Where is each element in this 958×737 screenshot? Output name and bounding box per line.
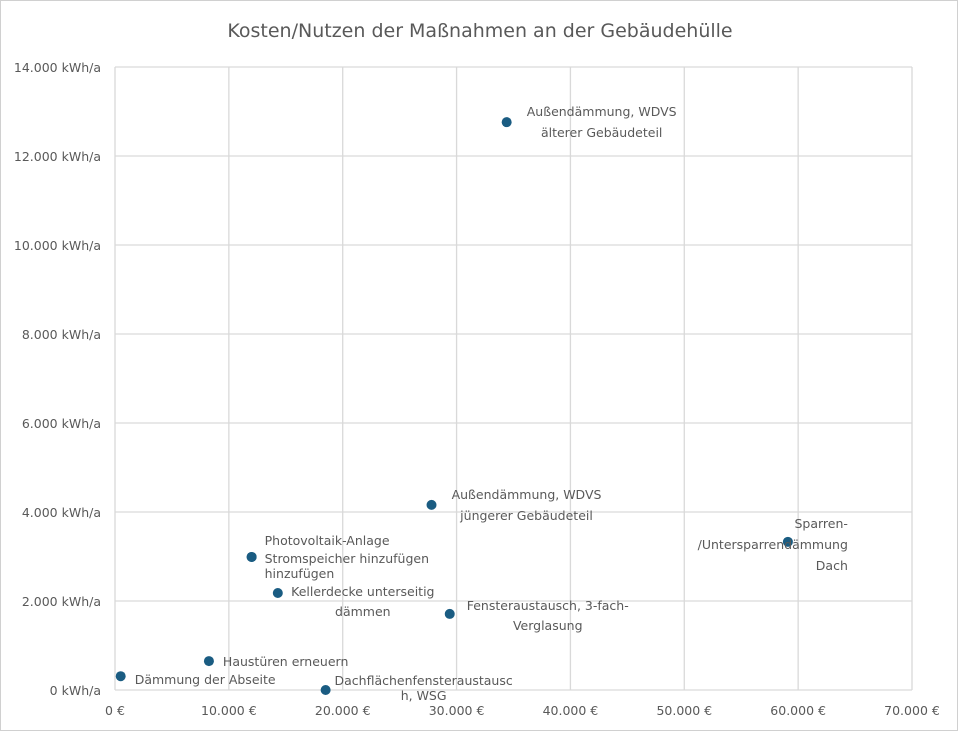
y-tick-label: 14.000 kWh/a bbox=[14, 60, 101, 75]
x-tick-label: 70.000 € bbox=[884, 703, 940, 718]
data-point: Haustüren erneuern bbox=[203, 654, 348, 669]
point-label: hinzufügen bbox=[265, 566, 335, 581]
chart-title: Kosten/Nutzen der Maßnahmen an der Gebäu… bbox=[227, 20, 732, 42]
data-point: Fensteraustausch, 3-fach- Verglasung bbox=[444, 598, 629, 633]
x-tick-label: 10.000 € bbox=[201, 703, 257, 718]
point-label: /Untersparrendämmung bbox=[698, 537, 848, 552]
point-marker bbox=[444, 608, 455, 619]
point-label: Verglasung bbox=[513, 618, 583, 633]
point-label: h, WSG bbox=[401, 688, 447, 703]
point-label: Haustüren erneuern bbox=[223, 654, 348, 669]
y-tick-label: 0 kWh/a bbox=[50, 683, 101, 698]
point-label: Dach bbox=[816, 558, 848, 573]
point-label: Außendämmung, WDVS bbox=[452, 487, 602, 502]
point-label: Dachflächenfensteraustausc bbox=[335, 673, 513, 688]
x-tick-label: 0 € bbox=[105, 703, 125, 718]
point-marker bbox=[501, 117, 512, 128]
point-marker bbox=[272, 587, 283, 598]
x-tick-label: 50.000 € bbox=[656, 703, 712, 718]
axis-ticks: 0 € 10.000 € 20.000 € 30.000 € 40.000 € 50.00… bbox=[14, 60, 940, 718]
y-tick-label: 8.000 kWh/a bbox=[22, 327, 101, 342]
point-marker bbox=[320, 685, 331, 695]
y-tick-label: 12.000 kWh/a bbox=[14, 149, 101, 164]
point-marker bbox=[246, 551, 257, 562]
point-label: Kellerdecke unterseitig bbox=[291, 584, 434, 599]
point-label: Fensteraustausch, 3-fach- bbox=[467, 598, 629, 613]
data-point: Kellerdecke unterseitig dämmen bbox=[272, 584, 434, 619]
y-tick-label: 10.000 kWh/a bbox=[14, 238, 101, 253]
data-point: Dämmung der Abseite bbox=[115, 671, 276, 687]
point-marker bbox=[115, 671, 126, 682]
point-label: Photovoltaik-Anlage bbox=[265, 533, 390, 548]
point-label: älterer Gebäudeteil bbox=[541, 125, 662, 140]
data-point: Außendämmung, WDVS jüngerer Gebäudeteil bbox=[426, 487, 602, 523]
point-marker bbox=[426, 499, 437, 510]
y-tick-label: 6.000 kWh/a bbox=[22, 416, 101, 431]
x-tick-label: 20.000 € bbox=[315, 703, 371, 718]
data-point: Sparren- /Untersparrendämmung Dach bbox=[698, 516, 848, 573]
data-point: Außendämmung, WDVS älterer Gebäudeteil bbox=[501, 104, 677, 140]
point-label: Sparren- bbox=[794, 516, 847, 531]
x-tick-label: 60.000 € bbox=[770, 703, 826, 718]
y-tick-label: 2.000 kWh/a bbox=[22, 594, 101, 609]
gridlines bbox=[114, 66, 913, 691]
point-marker bbox=[203, 656, 214, 667]
point-label: jüngerer Gebäudeteil bbox=[459, 508, 593, 523]
point-label: Stromspeicher hinzufügen bbox=[265, 551, 429, 566]
point-marker bbox=[782, 536, 793, 547]
point-label: Dämmung der Abseite bbox=[135, 672, 276, 687]
x-tick-label: 30.000 € bbox=[429, 703, 485, 718]
y-tick-label: 4.000 kWh/a bbox=[22, 505, 101, 520]
x-tick-label: 40.000 € bbox=[543, 703, 599, 718]
point-label: dämmen bbox=[335, 604, 391, 619]
point-label: Außendämmung, WDVS bbox=[527, 104, 677, 119]
